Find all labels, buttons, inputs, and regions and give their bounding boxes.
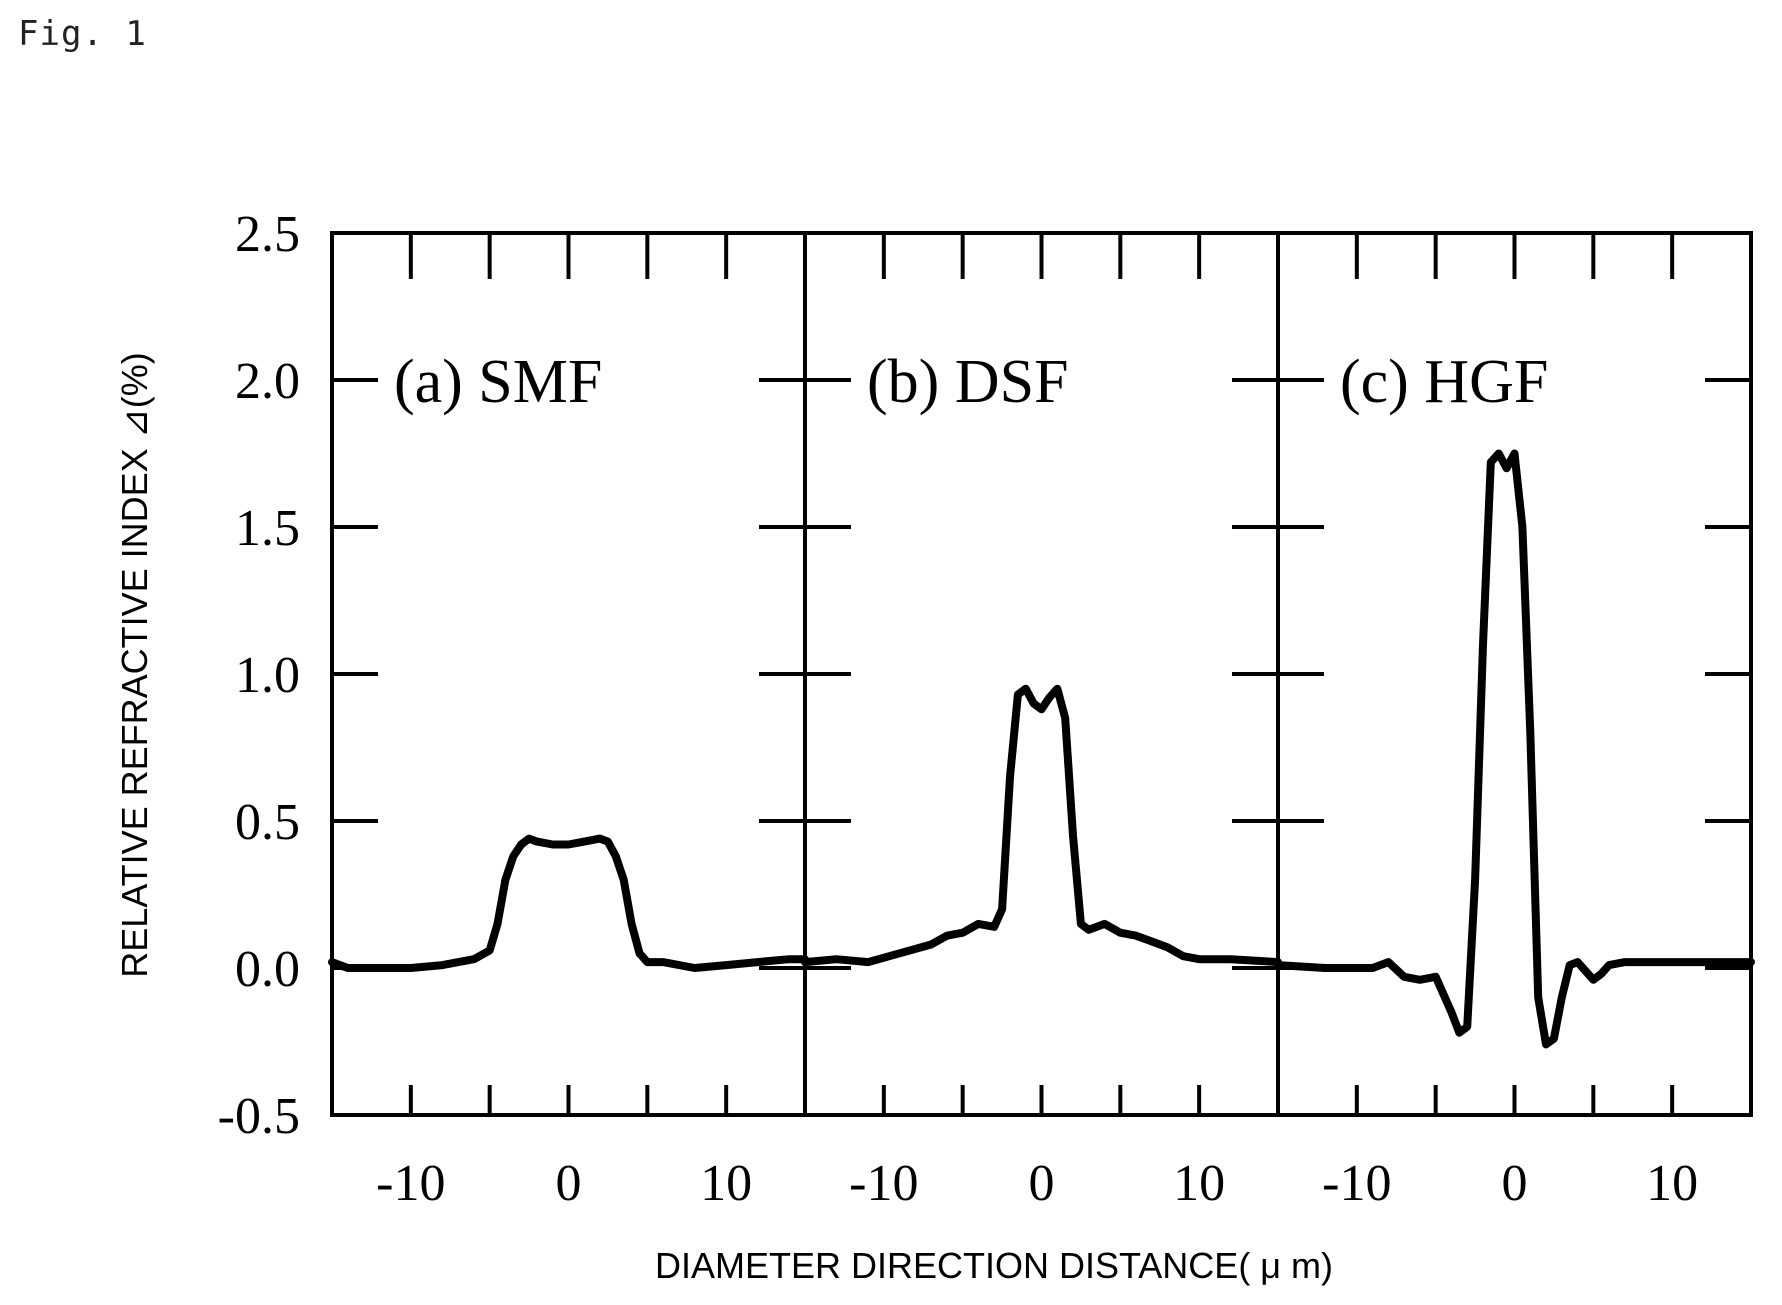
y-tick-label: 2.5 [235, 206, 300, 263]
x-tick-label: 0 [556, 1155, 582, 1212]
panel-title: (b) DSF [867, 348, 1069, 416]
x-tick-label: -10 [849, 1155, 918, 1212]
x-tick-label: 0 [1502, 1155, 1528, 1212]
y-tick-label: 2.0 [235, 353, 300, 410]
x-tick-label: 10 [1173, 1155, 1225, 1212]
y-tick-label: 1.5 [235, 500, 300, 557]
series-line [328, 834, 809, 972]
figure-label: Fig. 1 [18, 14, 147, 54]
y-tick-label: 0.5 [235, 794, 300, 851]
x-tick-label: 10 [700, 1155, 752, 1212]
x-tick-label: -10 [1322, 1155, 1391, 1212]
x-tick-label: 10 [1646, 1155, 1698, 1212]
x-tick-label: 0 [1029, 1155, 1055, 1212]
x-axis-title: DIAMETER DIRECTION DISTANCE( μ m) [655, 1245, 1333, 1286]
series-line [1274, 449, 1755, 1049]
series-line [801, 684, 1282, 967]
y-tick-label: -0.5 [218, 1088, 300, 1145]
panel-title: (c) HGF [1340, 348, 1548, 416]
x-tick-label: -10 [376, 1155, 445, 1212]
y-tick-label: 1.0 [235, 647, 300, 704]
panel-title: (a) SMF [394, 348, 602, 416]
y-tick-label: 0.0 [235, 941, 300, 998]
y-axis-title: RELATIVE REFRACTIVE INDEX ⊿(%) [114, 352, 155, 978]
